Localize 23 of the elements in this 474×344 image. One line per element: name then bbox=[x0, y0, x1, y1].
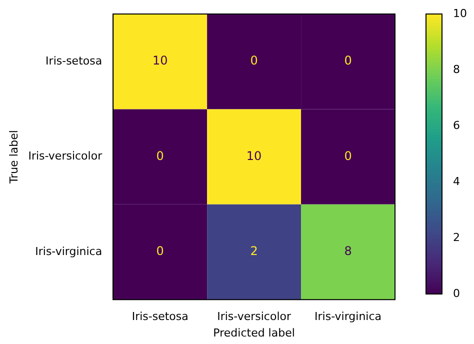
color-bar-label: 0 bbox=[453, 286, 460, 300]
data-label: 0 bbox=[156, 244, 164, 258]
x-tick-label: Iris-virginica bbox=[314, 310, 382, 324]
y-axis-title: True label bbox=[7, 130, 20, 185]
data-label: 0 bbox=[344, 148, 352, 163]
y-tick-label: Iris-versicolor bbox=[28, 150, 103, 163]
data-label: 0 bbox=[344, 54, 352, 68]
data-label: 0 bbox=[156, 148, 164, 163]
y-tick-label: Iris-virginica bbox=[35, 244, 102, 258]
data-label: 2 bbox=[250, 244, 258, 258]
x-tick-label: Iris-versicolor bbox=[217, 310, 292, 324]
y-tick-label: Iris-setosa bbox=[46, 54, 102, 68]
data-label: 8 bbox=[344, 244, 352, 258]
color-bar-label: 8 bbox=[453, 62, 460, 76]
data-label: 10 bbox=[246, 148, 262, 163]
x-tick-label: Iris-setosa bbox=[132, 310, 188, 324]
color-bar-label: 6 bbox=[453, 118, 460, 132]
data-label: 0 bbox=[250, 54, 258, 68]
color-bar-label: 2 bbox=[453, 230, 460, 244]
color-bar-label: 10 bbox=[453, 6, 467, 20]
data-label: 10 bbox=[152, 54, 168, 68]
x-axis-title: Predicted label bbox=[213, 326, 295, 340]
color-bar-label: 4 bbox=[453, 174, 460, 188]
